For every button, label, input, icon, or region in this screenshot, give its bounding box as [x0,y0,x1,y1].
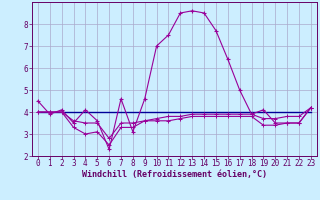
X-axis label: Windchill (Refroidissement éolien,°C): Windchill (Refroidissement éolien,°C) [82,170,267,179]
